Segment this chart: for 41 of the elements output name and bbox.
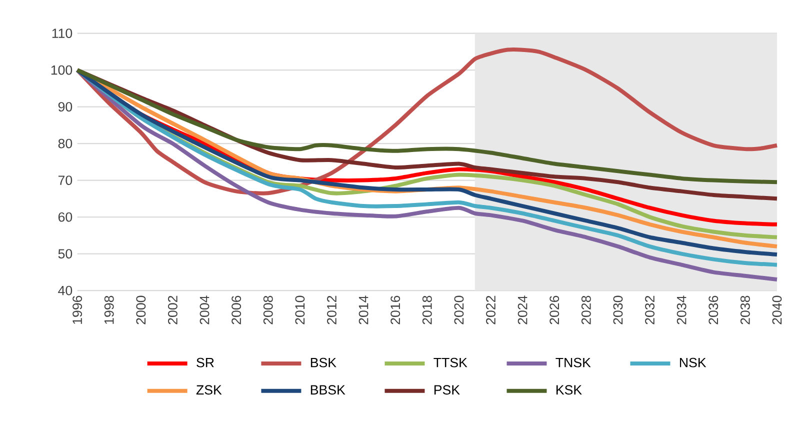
- x-tick-label: 2036: [708, 296, 718, 324]
- x-tick-label: 1996: [72, 296, 82, 324]
- x-tick-label: 2016: [390, 296, 400, 324]
- legend-label: TNSK: [556, 358, 591, 368]
- x-tick-label: 2012: [327, 296, 336, 324]
- x-tick-label: 2040: [772, 296, 782, 324]
- legend-label: KSK: [556, 385, 582, 395]
- x-tick-label: 2024: [518, 296, 528, 324]
- line-series: [75, 48, 779, 196]
- x-tick-label: 2004: [200, 296, 210, 324]
- x-tick-label: 2030: [613, 296, 623, 324]
- y-tick-label: 100: [51, 65, 72, 75]
- y-tick-label: 50: [58, 249, 72, 258]
- legend-label: SR: [196, 358, 214, 368]
- x-tick-label: 2034: [676, 296, 686, 324]
- y-tick-label: 60: [58, 212, 72, 222]
- y-tick-label: 80: [58, 138, 72, 148]
- x-tick-label: 2002: [168, 296, 178, 324]
- x-tick-label: 2032: [645, 296, 654, 324]
- legend-label: TTSK: [434, 358, 468, 368]
- x-tick-label: 1998: [104, 296, 114, 324]
- legend-label: BSK: [310, 358, 336, 368]
- x-tick-label: 2010: [295, 296, 305, 324]
- legend-label: PSK: [434, 385, 460, 395]
- legend-label: BBSK: [310, 385, 346, 395]
- y-tick-label: 110: [52, 28, 72, 38]
- y-tick-label: 90: [58, 102, 72, 112]
- x-tick-label: 2028: [581, 296, 591, 324]
- x-tick-label: 2008: [263, 296, 273, 324]
- x-tick-label: 2038: [740, 296, 750, 324]
- legend-label: NSK: [680, 358, 706, 368]
- x-tick-label: 2018: [422, 296, 432, 324]
- y-tick-label: 40: [58, 286, 72, 296]
- y-tick-label: 70: [58, 176, 72, 185]
- x-tick-label: 2006: [232, 296, 242, 324]
- x-tick-label: 2014: [358, 296, 368, 324]
- x-tick-label: 2026: [550, 296, 560, 324]
- x-tick-label: 2000: [136, 296, 146, 324]
- x-tick-label: 2020: [454, 296, 464, 324]
- legend-label: ZSK: [196, 385, 222, 395]
- x-tick-label: 2022: [486, 296, 496, 324]
